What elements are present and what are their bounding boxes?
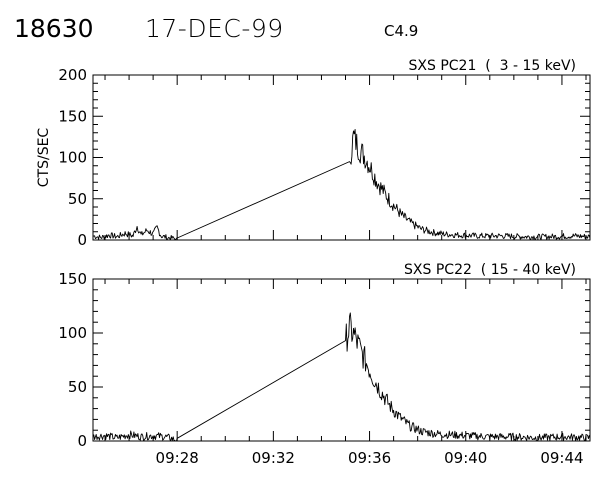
- x-tick-label: 09:28: [156, 449, 199, 467]
- y-tick-label: 150: [58, 107, 87, 125]
- event-date: 17-DEC-99: [145, 14, 284, 43]
- event-id: 18630: [14, 14, 94, 43]
- y-tick-label: 100: [58, 324, 87, 342]
- y-tick-label: 0: [77, 231, 87, 249]
- x-tick-label: 09:36: [348, 449, 391, 467]
- y-tick-label: 100: [58, 149, 87, 167]
- panel-title: SXS PC22 ( 15 - 40 keV): [404, 262, 576, 278]
- plot-frame: [92, 278, 591, 442]
- y-tick-label: 50: [68, 378, 87, 396]
- y-tick-label: 150: [58, 270, 87, 288]
- series-line: [92, 129, 591, 241]
- flare-class: C4.9: [384, 22, 419, 40]
- y-axis-label: CTS/SEC: [36, 128, 52, 188]
- x-tick-label: 09:32: [252, 449, 295, 467]
- y-tick-label: 50: [68, 190, 87, 208]
- y-tick-label: 0: [77, 432, 87, 450]
- panel-pc22: 0 50 100 150 09:28 09:32 09:36 09:40 09:44 SXS PC…: [58, 262, 591, 467]
- panel-pc21: 0 50 100 150 200 SXS PC21 ( 3 - 15 keV) CTS/SE…: [36, 58, 591, 249]
- y-tick-label: 200: [58, 66, 87, 84]
- series-line: [92, 312, 591, 442]
- x-tick-label: 09:40: [444, 449, 487, 467]
- plot-frame: [92, 74, 591, 241]
- panel-title: SXS PC21 ( 3 - 15 keV): [409, 58, 577, 74]
- x-tick-label: 09:44: [540, 449, 583, 467]
